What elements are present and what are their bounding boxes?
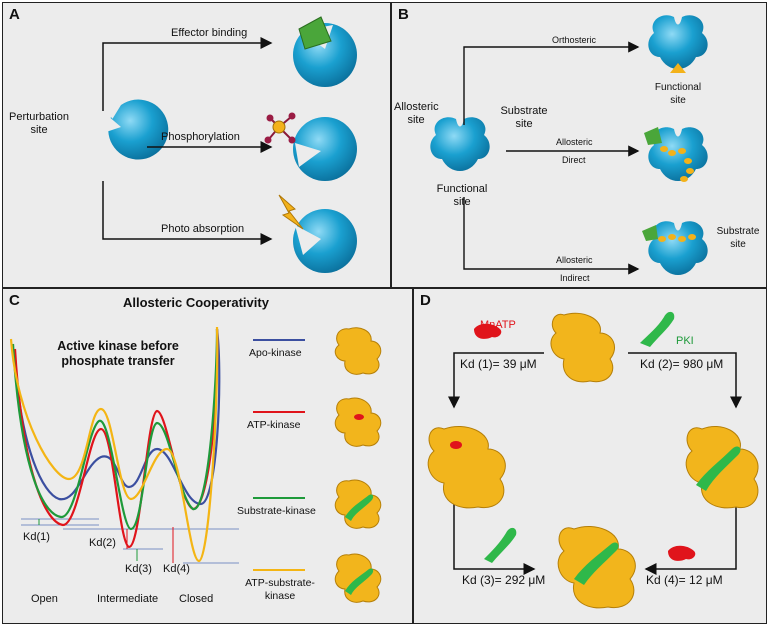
panel-c-subtitle: Active kinase before phosphate transfer [57, 339, 179, 368]
arrow-kd3 [453, 501, 536, 575]
kinase-structures-c [334, 327, 382, 603]
state-closed: Closed [179, 593, 214, 605]
legend-apo-label: Apo-kinase [249, 347, 302, 359]
allosteric-path-indirect [658, 234, 696, 242]
kd3-text: Kd (3)= 292 μM [462, 573, 546, 587]
kinase-atp-image [334, 397, 382, 447]
state-intermediate: Intermediate [97, 593, 159, 605]
allosteric-direct-label-1: Allosteric [556, 137, 593, 147]
mnatp-icon-2 [668, 545, 696, 561]
substrate-site-right-label: Substrate site [716, 226, 760, 250]
kd1-text: Kd (1)= 39 μM [460, 357, 537, 371]
kinase-apo-image [334, 327, 382, 375]
panel-b-diagram [430, 15, 708, 275]
arrow-orthosteric [463, 41, 640, 125]
lightning-icon [278, 194, 304, 230]
pki-icon [640, 311, 675, 347]
photo-absorption-label: Photo absorption [161, 223, 245, 235]
panel-d-letter: D [420, 292, 431, 309]
pki-label: PKI [676, 335, 694, 347]
perturbation-protein [105, 99, 169, 160]
panel-b-letter: B [398, 6, 409, 23]
arrow-indirect [463, 197, 640, 275]
kd3-label: Kd(3) [125, 563, 152, 575]
legend-substrate-label: Substrate-kinase [237, 505, 316, 517]
protein-indirect [648, 221, 708, 275]
panel-d-diagram [427, 311, 759, 609]
kd1-label: Kd(2) [89, 537, 116, 549]
effector-green-icon [298, 16, 332, 50]
kinase-atp-d [427, 425, 506, 509]
panel-b: B [391, 2, 767, 288]
kinase-apo-d [550, 312, 615, 383]
functional-site-right-label: Functional site [654, 82, 702, 106]
functional-substrate-icon [670, 63, 686, 73]
protein-phospho [293, 117, 357, 181]
curve-atp-substrate [9, 326, 219, 563]
phosphate-icon [264, 112, 296, 144]
functional-site-label: Functional site [436, 183, 488, 208]
arrow-photo [102, 181, 273, 245]
panel-a: A [2, 2, 391, 288]
central-protein [430, 117, 490, 171]
panel-a-letter: A [9, 6, 20, 23]
allosteric-direct-label-2: Direct [562, 155, 586, 165]
curve-substrate [11, 328, 219, 531]
kd2-text: Kd (2)= 980 μM [640, 357, 724, 371]
mnatp-label: MnATP [480, 319, 516, 331]
allosteric-indirect-label-1: Allosteric [556, 255, 593, 265]
legend-atp-substrate-swatch [253, 569, 305, 571]
panel-c: C Allosteric Cooperativity Active kinase… [2, 288, 413, 624]
panel-a-diagram [102, 16, 357, 273]
arrow-effector [102, 37, 273, 111]
protein-orthosteric [648, 15, 708, 69]
kd4-text: Kd (4)= 12 μM [646, 573, 723, 587]
panel-c-title: Allosteric Cooperativity [123, 295, 269, 310]
mnatp-icon [474, 323, 502, 339]
legend-atp-label: ATP-kinase [247, 419, 301, 431]
allosteric-path-direct [660, 146, 694, 182]
pki-icon-2 [484, 527, 517, 563]
panel-d: D MnATP PKI Kd (1)= 39 μM Kd (2)= 980 μM… [413, 288, 767, 624]
arrow-kd4 [644, 501, 737, 575]
kd2-label: Kd(1) [23, 531, 50, 543]
protein-photo [293, 209, 357, 273]
state-open: Open [31, 593, 58, 605]
orthosteric-label: Orthosteric [552, 35, 597, 45]
effector-binding-label: Effector binding [171, 27, 248, 39]
energy-landscape [9, 326, 239, 564]
panel-c-letter: C [9, 292, 20, 309]
perturbation-site-label: Perturbation site [9, 111, 69, 136]
substrate-site-label: Substrate site [500, 105, 548, 130]
legend-apo-swatch [253, 339, 305, 341]
phosphorylation-label: Phosphorylation [161, 131, 240, 143]
legend-atp-substrate-label: ATP-substrate- kinase [245, 577, 315, 602]
curve-apo [13, 328, 221, 506]
allosteric-indirect-label-2: Indirect [560, 273, 590, 283]
legend-substrate-swatch [253, 497, 305, 499]
kd4-label: Kd(4) [163, 563, 190, 575]
arrow-kd1 [448, 352, 544, 409]
arrow-kd2 [628, 352, 742, 409]
allosteric-site-label: Allosteric site [394, 101, 439, 126]
legend-atp-swatch [253, 411, 305, 413]
